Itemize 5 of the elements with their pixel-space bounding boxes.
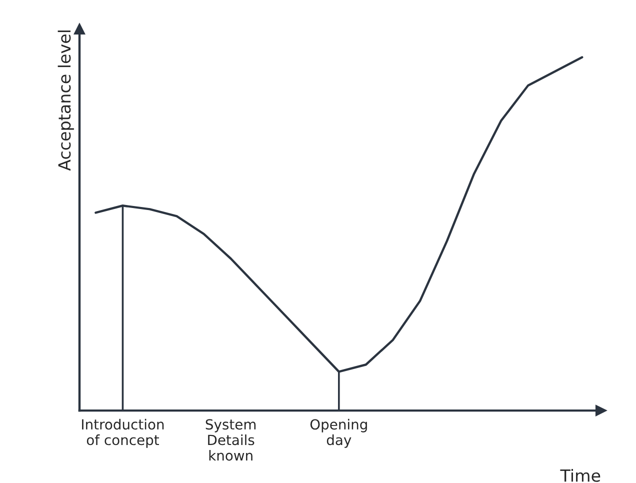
- x-tick-label: Introduction of concept: [82, 418, 164, 448]
- x-tick-label: System Details known: [206, 419, 256, 461]
- y-axis-title: Acceptance level: [58, 30, 74, 171]
- x-axis-title: Time: [560, 468, 600, 482]
- x-tick-label: Opening day: [310, 418, 367, 448]
